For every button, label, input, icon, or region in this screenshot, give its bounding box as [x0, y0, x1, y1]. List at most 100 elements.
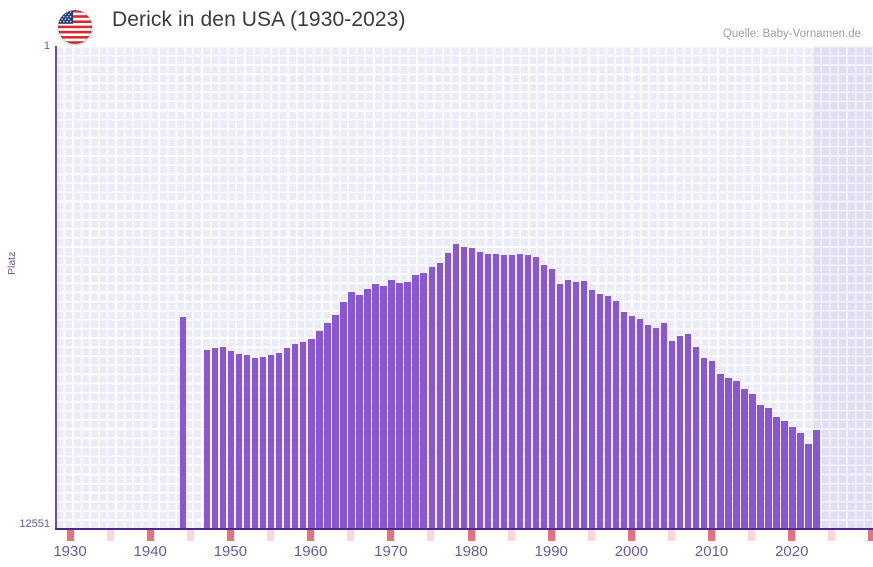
bar-1970 [388, 280, 395, 528]
bar-1987 [524, 255, 532, 528]
bar-1949 [220, 347, 227, 528]
bar-1960 [308, 339, 315, 528]
bar-1954 [260, 357, 267, 528]
bar-2013 [733, 381, 740, 528]
x-tick-minor-1945 [186, 530, 194, 541]
x-tick-major-1950 [226, 530, 234, 541]
bar-1966 [356, 295, 363, 528]
x-axis-label-1990: 1990 [534, 543, 568, 560]
source-label: Quelle: Baby-Vornamen.de [722, 28, 861, 40]
bar-1996 [596, 294, 604, 528]
bar-1969 [380, 286, 387, 528]
x-tick-minor-1995 [587, 530, 595, 541]
bar-1994 [580, 281, 588, 528]
y-axis-tick-top: 1 [43, 40, 50, 52]
bar-1955 [268, 355, 275, 528]
bar-2023 [813, 430, 820, 528]
x-axis-label-1950: 1950 [213, 543, 248, 560]
x-tick-minor-2025 [828, 530, 836, 541]
bar-1968 [372, 284, 379, 528]
x-tick-major-1990 [547, 530, 555, 541]
x-tick-minor-2015 [748, 530, 756, 541]
bar-1973 [412, 275, 419, 528]
bar-1995 [588, 290, 596, 528]
x-tick-major-2020 [788, 530, 796, 541]
bar-1958 [292, 344, 299, 528]
x-axis-label-1960: 1960 [293, 543, 328, 560]
bar-1988 [532, 257, 540, 528]
bar-1998 [612, 301, 620, 528]
bar-1971 [396, 283, 403, 528]
bar-1974 [420, 273, 427, 528]
bar-1976 [436, 263, 443, 528]
x-axis-label-2000: 2000 [614, 543, 649, 560]
bar-1992 [564, 280, 572, 528]
x-tick-minor-1985 [507, 530, 515, 541]
bar-1961 [316, 331, 323, 528]
bar-1952 [244, 355, 251, 528]
y-axis-line [55, 46, 57, 530]
bar-2017 [765, 408, 772, 528]
bar-2012 [725, 378, 732, 528]
x-tick-major-2010 [708, 530, 716, 541]
bar-1986 [516, 254, 524, 528]
bar-2000 [629, 316, 636, 528]
bar-1983 [492, 254, 499, 528]
bar-1950 [228, 351, 235, 528]
bar-1959 [300, 342, 307, 528]
y-axis-tick-bottom: 12551 [19, 518, 50, 530]
plot-area [55, 46, 873, 528]
bar-2006 [677, 336, 684, 528]
bar-1984 [500, 255, 507, 528]
bar-1951 [236, 354, 243, 528]
x-tick-major-1970 [387, 530, 395, 541]
page-title: Derick in den USA (1930-2023) [112, 8, 406, 31]
bar-2020 [789, 427, 796, 528]
bar-1979 [460, 247, 467, 528]
x-axis-labels: 1930 1940 1950 1960 1970 1980 1990 2000 2010 2020 [53, 543, 873, 567]
bar-1953 [252, 358, 259, 528]
x-tick-major-1960 [307, 530, 315, 541]
x-tick-minor-1965 [347, 530, 355, 541]
x-tick-major-2030 [868, 530, 873, 541]
bar-1997 [604, 296, 612, 528]
us-flag-icon [58, 10, 92, 44]
bar-2008 [693, 347, 700, 528]
bar-2014 [741, 389, 748, 528]
x-tick-minor-2005 [668, 530, 675, 541]
bar-1991 [556, 284, 564, 528]
bar-1967 [364, 289, 371, 528]
bar-1985 [508, 255, 515, 528]
bar-2011 [717, 374, 724, 528]
bar-1978 [452, 244, 459, 528]
x-tick-major-1940 [146, 530, 154, 541]
x-axis-label-1980: 1980 [454, 543, 488, 560]
bar-2009 [701, 358, 708, 528]
bar-2002 [645, 325, 652, 528]
x-axis-line [55, 528, 873, 530]
bar-1965 [348, 292, 355, 528]
x-tick-minor-1935 [106, 530, 114, 541]
bar-1957 [284, 348, 291, 528]
bar-1999 [620, 312, 628, 528]
y-axis-title: Platz [6, 251, 18, 275]
bar-1975 [428, 267, 435, 528]
x-axis-label-1930: 1930 [53, 543, 87, 560]
bar-2003 [653, 328, 660, 528]
bar-1990 [548, 269, 556, 528]
bar-2001 [637, 319, 644, 528]
bar-1962 [324, 323, 331, 528]
bar-1977 [444, 253, 451, 528]
bar-1948 [211, 348, 219, 528]
bar-2022 [805, 444, 812, 528]
bar-1944 [179, 317, 187, 528]
bar-series [55, 46, 873, 528]
bar-1980 [468, 248, 475, 528]
bar-2019 [781, 421, 788, 528]
bar-2021 [797, 433, 804, 528]
bar-1981 [476, 252, 483, 528]
bar-1947 [203, 350, 211, 528]
bar-2005 [669, 341, 676, 528]
x-tick-major-1930 [66, 530, 74, 541]
x-tick-major-1980 [467, 530, 475, 541]
